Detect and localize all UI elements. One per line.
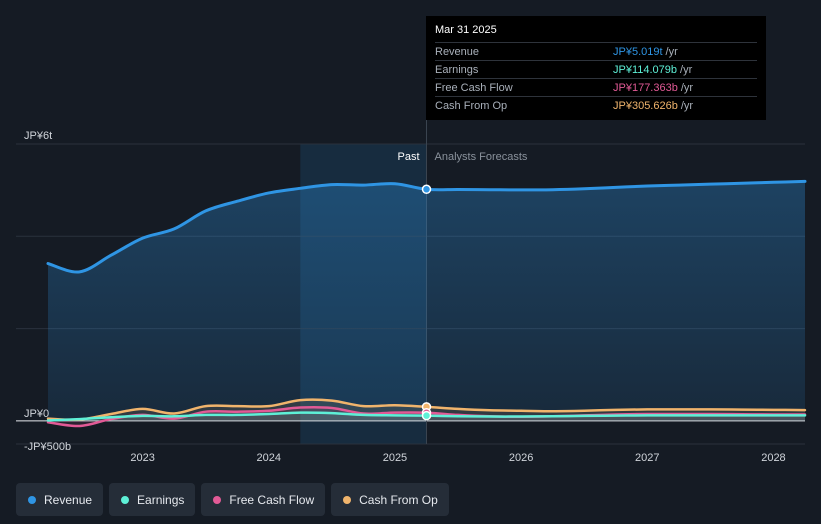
legend-dot-icon — [28, 495, 36, 504]
legend-label: Earnings — [137, 492, 185, 507]
tooltip-value: JP¥114.079b — [613, 63, 678, 76]
legend-dot-icon — [343, 495, 352, 504]
marker-revenue — [421, 184, 432, 195]
y-tick-label: -JP¥500b — [24, 441, 71, 453]
x-tick-label: 2027 — [635, 452, 659, 464]
series-area-revenue — [48, 181, 805, 421]
past-label: Past — [397, 151, 419, 163]
legend-item-free-cash-flow[interactable]: Free Cash Flow — [201, 483, 326, 516]
legend-label: Cash From Op — [359, 492, 438, 507]
y-tick-label: JP¥0 — [24, 408, 49, 420]
tooltip-label: Earnings — [435, 63, 479, 76]
tooltip-label: Free Cash Flow — [435, 81, 513, 94]
tooltip-row-free-cash-flow: Free Cash Flow JP¥177.363b /yr — [435, 78, 757, 96]
legend-label: Free Cash Flow — [229, 492, 315, 507]
y-tick-label: JP¥6t — [24, 130, 52, 142]
x-axis-labels: 2023 2024 2025 2026 2027 2028 — [130, 452, 785, 464]
tooltip-unit: /yr — [680, 99, 694, 112]
tooltip-row-earnings: Earnings JP¥114.079b /yr — [435, 60, 757, 78]
legend: Revenue Earnings Free Cash Flow Cash Fro… — [16, 483, 449, 516]
legend-dot-icon — [213, 495, 222, 504]
tooltip-value: JP¥305.626b — [613, 99, 678, 112]
legend-item-earnings[interactable]: Earnings — [109, 483, 196, 516]
x-tick-label: 2023 — [130, 452, 154, 464]
x-tick-label: 2026 — [509, 452, 533, 464]
tooltip-unit: /yr — [665, 45, 678, 58]
legend-item-revenue[interactable]: Revenue — [16, 483, 104, 516]
x-tick-label: 2025 — [383, 452, 407, 464]
tooltip-label: Cash From Op — [435, 99, 508, 112]
marker-earnings — [421, 410, 432, 421]
legend-label: Revenue — [44, 492, 93, 507]
tooltip-value: JP¥177.363b — [613, 81, 678, 94]
tooltip-unit: /yr — [680, 81, 694, 94]
series-areas — [48, 181, 805, 427]
highlight-markers — [421, 184, 432, 421]
tooltip-value: JP¥5.019t — [613, 45, 663, 58]
legend-dot-icon — [121, 495, 130, 504]
x-tick-label: 2028 — [761, 452, 785, 464]
forecast-label: Analysts Forecasts — [435, 151, 528, 163]
legend-item-cash-from-op[interactable]: Cash From Op — [331, 483, 449, 516]
tooltip-date: Mar 31 2025 — [435, 24, 497, 36]
tooltip: Mar 31 2025 Revenue JP¥5.019t /yr Earnin… — [426, 16, 766, 120]
y-axis-labels: JP¥6t JP¥0 -JP¥500b — [24, 130, 71, 453]
x-tick-label: 2024 — [257, 452, 281, 464]
tooltip-label: Revenue — [435, 45, 480, 58]
tooltip-unit: /yr — [680, 63, 693, 76]
tooltip-row-cash-from-op: Cash From Op JP¥305.626b /yr — [435, 96, 757, 114]
tooltip-row-revenue: Revenue JP¥5.019t /yr — [435, 42, 757, 60]
